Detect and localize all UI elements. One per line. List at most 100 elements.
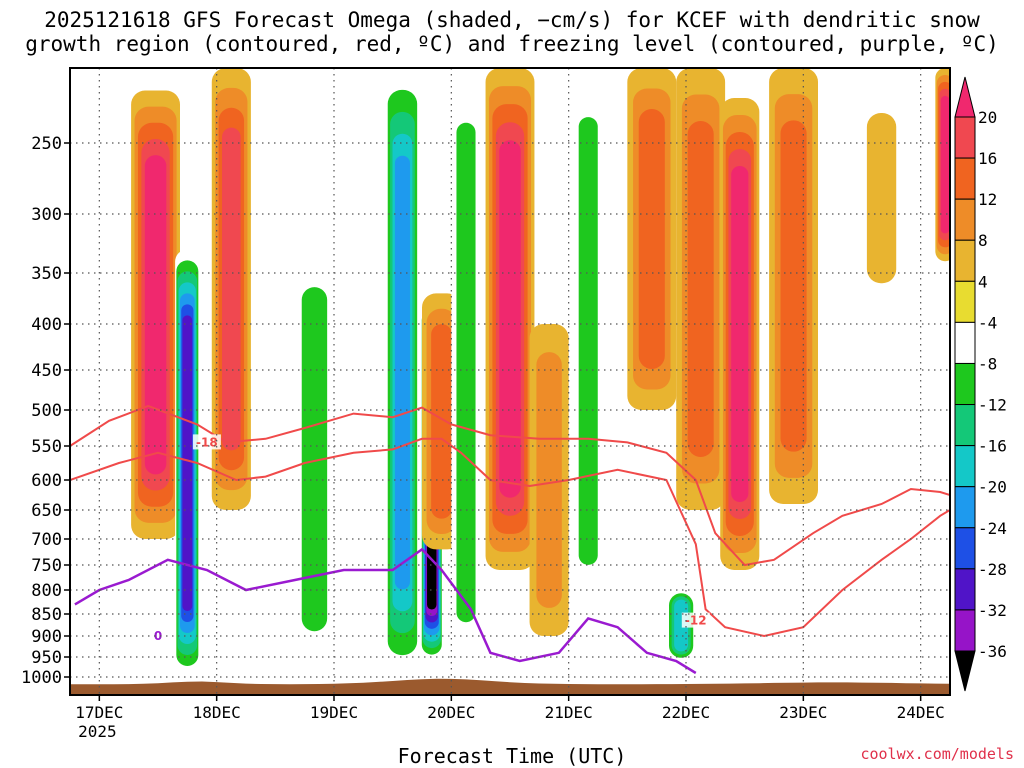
y-tick-label: 550 [31,437,62,457]
omega-band [780,120,807,452]
colorbar-segment [954,445,976,488]
colorbar-segment [954,116,976,159]
omega-feature [769,68,818,504]
colorbar-label: 4 [978,272,988,291]
y-tick-label: 450 [31,361,62,381]
dgz-contour-line [70,437,950,638]
y-tick-label: 250 [31,134,62,154]
colorbar-segment [954,321,976,364]
colorbar-label: -28 [978,560,1007,579]
colorbar-min-arrow [954,650,976,692]
omega-feature [294,249,334,669]
omega-feature [676,68,726,510]
colorbar-max-arrow [954,76,976,118]
y-tick-label: 650 [31,501,62,521]
omega-band [866,113,897,284]
omega-band [499,140,521,498]
colorbar-segment [954,404,976,447]
contour-label-bg [192,434,221,450]
omega-band [687,121,714,457]
colorbar-segment [954,280,976,323]
omega-feature [385,68,420,677]
x-tick-label: 24DEC [897,703,945,722]
omega-band [674,599,689,652]
colorbar-segment [954,568,976,611]
omega-feature [666,590,696,661]
omega-shading [131,68,950,677]
x-axis-title: Forecast Time (UTC) [397,744,627,768]
y-tick-label: 700 [31,530,62,550]
colorbar-segment [954,486,976,529]
x-tick-label: 17DEC [75,703,123,722]
omega-band [144,155,167,475]
x-tick-label: 23DEC [779,703,827,722]
contour-label: -12 [685,614,707,628]
colorbar-label: 16 [978,149,997,168]
omega-feature [529,324,569,636]
omega-feature [935,68,950,262]
colorbar-label: -4 [978,313,997,332]
colorbar-label: 8 [978,231,988,250]
contour-layer: -18 -12 0 [70,404,950,675]
y-tick-label: 500 [31,401,62,421]
x-tick-label: 22DEC [662,703,710,722]
credit-link[interactable]: coolwx.com/models [860,745,1014,763]
colorbar: 20 16 12 8 4 -4 -8 -12 -16 -20 -24 -28 -32 -36 [954,76,1007,692]
colorbar-segment [954,362,976,406]
omega-band [394,155,410,590]
x-tick-sublabel: 2025 [78,722,117,741]
y-tick-label: 850 [31,605,62,625]
grid-lines [70,68,950,695]
colorbar-label: -24 [978,519,1007,538]
x-tick-label: 21DEC [545,703,593,722]
y-tick-label: 300 [31,205,62,225]
omega-band [731,165,749,503]
y-tick-label: 750 [31,556,62,576]
omega-feature [627,68,677,410]
y-tick-label: 1000 [21,668,62,688]
colorbar-label: -32 [978,601,1007,620]
omega-band [301,287,328,632]
omega-feature [485,68,535,570]
colorbar-label: 20 [978,108,997,127]
colorbar-segment [954,239,976,282]
colorbar-segment [954,157,976,200]
omega-feature [866,113,897,284]
colorbar-segment [954,609,976,652]
y-tick-label: 950 [31,648,62,668]
plot-frame [69,67,951,696]
colorbar-label: -12 [978,396,1007,415]
omega-band [638,109,665,369]
omega-feature [175,249,200,677]
dgz-contour-line [70,404,950,567]
omega-band [456,122,476,623]
omega-feature [131,90,180,539]
colorbar-label: 12 [978,190,997,209]
omega-band [431,324,452,519]
y-tick-label: 600 [31,471,62,491]
x-tick-label: 19DEC [310,703,358,722]
x-tick-label: 18DEC [193,703,241,722]
colorbar-label: -20 [978,478,1007,497]
colorbar-segment [954,527,976,570]
omega-feature [720,98,760,570]
x-tick-label: 20DEC [427,703,475,722]
y-tick-label: 800 [31,581,62,601]
omega-feature [573,68,603,614]
terrain-area [70,678,950,695]
y-tick-label: 350 [31,264,62,284]
freezing-level-line [74,547,697,675]
colorbar-label: -36 [978,642,1007,661]
y-tick-label: 400 [31,315,62,335]
omega-band [222,127,241,451]
colorbar-segment [954,198,976,241]
contour-label-bg [144,628,172,643]
omega-feature [451,68,481,677]
chart-title-line-1: 2025121618 GFS Forecast Omega (shaded, −… [44,8,980,32]
omega-band [536,352,562,608]
contour-label: -18 [196,435,218,449]
contour-label: 0 [154,629,162,643]
omega-band [578,117,598,565]
